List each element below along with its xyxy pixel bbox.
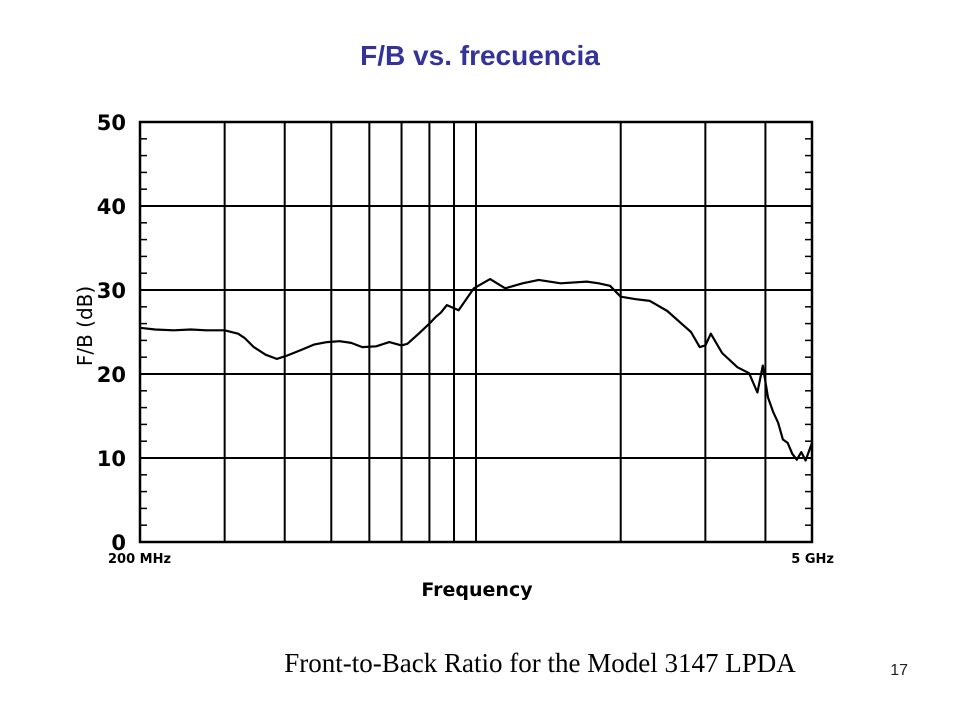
y-axis-label: F/B (dB) — [73, 286, 97, 366]
slide-title: F/B vs. frecuencia — [360, 40, 600, 71]
x-tick-labels: 200 MHz 5 GHz — [108, 552, 834, 567]
y-tick-label: 0 — [111, 531, 126, 555]
y-tick-label: 10 — [97, 447, 126, 471]
chart-grid — [140, 122, 812, 542]
fb-series-line — [138, 278, 814, 462]
y-tick-labels: 0 10 20 30 40 50 — [97, 111, 126, 555]
chart-caption: Front-to-Back Ratio for the Model 3147 L… — [284, 648, 796, 678]
page-number: 17 — [890, 662, 908, 679]
x-tick-label: 200 MHz — [108, 552, 171, 567]
y-tick-label: 20 — [97, 363, 126, 387]
plot-frame — [138, 120, 814, 544]
x-tick-label: 5 GHz — [791, 552, 834, 567]
y-tick-label: 50 — [97, 111, 126, 135]
y-tick-label: 40 — [97, 195, 126, 219]
y-tick-label: 30 — [97, 279, 126, 303]
x-axis-label: Frequency — [421, 579, 533, 601]
